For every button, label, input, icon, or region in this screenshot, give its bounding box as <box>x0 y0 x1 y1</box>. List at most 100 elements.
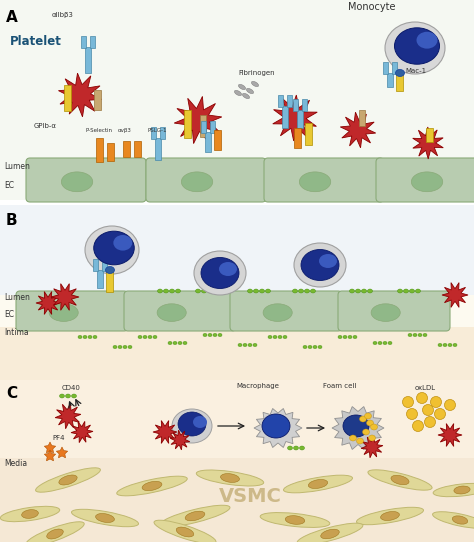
Ellipse shape <box>293 446 299 450</box>
Ellipse shape <box>445 399 456 410</box>
Ellipse shape <box>235 91 242 95</box>
Bar <box>107 270 113 292</box>
Ellipse shape <box>93 335 97 339</box>
Ellipse shape <box>303 345 307 349</box>
Bar <box>359 110 365 126</box>
Ellipse shape <box>65 394 71 398</box>
Ellipse shape <box>417 32 438 49</box>
Polygon shape <box>51 283 79 311</box>
Ellipse shape <box>72 394 76 398</box>
Bar <box>90 36 95 48</box>
Polygon shape <box>361 436 383 458</box>
Ellipse shape <box>106 267 115 274</box>
Ellipse shape <box>391 475 409 485</box>
Text: Mac-1: Mac-1 <box>405 68 426 74</box>
Ellipse shape <box>410 289 414 293</box>
Ellipse shape <box>381 512 400 520</box>
Polygon shape <box>44 450 56 461</box>
Ellipse shape <box>117 476 187 496</box>
Ellipse shape <box>283 335 287 339</box>
Ellipse shape <box>299 289 303 293</box>
Ellipse shape <box>356 507 423 525</box>
Ellipse shape <box>356 438 364 444</box>
Ellipse shape <box>185 511 205 521</box>
Bar <box>278 95 283 107</box>
Ellipse shape <box>385 22 445 74</box>
Ellipse shape <box>143 335 147 339</box>
Ellipse shape <box>338 335 342 339</box>
Ellipse shape <box>194 251 246 295</box>
Ellipse shape <box>319 254 337 268</box>
Ellipse shape <box>157 304 186 321</box>
Text: EC: EC <box>4 181 14 190</box>
Ellipse shape <box>416 289 420 293</box>
Bar <box>0 458 474 542</box>
Bar <box>201 121 206 133</box>
Bar <box>94 90 101 110</box>
Text: A: A <box>6 10 18 25</box>
Text: Foam cell: Foam cell <box>323 383 357 389</box>
Bar <box>97 138 103 162</box>
Ellipse shape <box>248 344 252 346</box>
Bar <box>387 73 393 87</box>
Ellipse shape <box>238 85 246 89</box>
Ellipse shape <box>72 509 138 527</box>
Bar <box>81 36 86 48</box>
Ellipse shape <box>154 520 216 542</box>
Ellipse shape <box>371 304 400 321</box>
Bar <box>155 138 161 160</box>
Ellipse shape <box>218 333 222 337</box>
Ellipse shape <box>193 416 207 428</box>
Bar <box>287 95 292 107</box>
Bar <box>108 143 115 161</box>
Ellipse shape <box>195 289 201 293</box>
Ellipse shape <box>219 262 237 276</box>
Polygon shape <box>273 95 317 141</box>
Bar <box>392 62 397 74</box>
Ellipse shape <box>408 333 412 337</box>
Ellipse shape <box>173 341 177 345</box>
Ellipse shape <box>394 28 439 64</box>
Bar <box>427 128 434 142</box>
Bar <box>210 121 215 133</box>
Ellipse shape <box>368 470 432 490</box>
Polygon shape <box>55 403 81 429</box>
Bar <box>184 110 191 138</box>
Polygon shape <box>438 424 462 447</box>
Ellipse shape <box>412 421 423 431</box>
Ellipse shape <box>213 333 217 337</box>
Bar <box>0 0 474 200</box>
Ellipse shape <box>259 289 264 293</box>
Ellipse shape <box>411 172 443 192</box>
Text: B: B <box>6 213 18 228</box>
Ellipse shape <box>413 333 417 337</box>
Ellipse shape <box>300 172 331 192</box>
FancyBboxPatch shape <box>16 291 128 331</box>
Bar <box>124 141 130 157</box>
Ellipse shape <box>423 333 427 337</box>
Ellipse shape <box>378 341 382 345</box>
Ellipse shape <box>433 483 474 496</box>
Ellipse shape <box>300 446 304 450</box>
Ellipse shape <box>313 345 317 349</box>
Ellipse shape <box>157 289 163 293</box>
Ellipse shape <box>433 512 474 528</box>
Ellipse shape <box>153 335 157 339</box>
Ellipse shape <box>168 341 172 345</box>
Ellipse shape <box>452 516 468 524</box>
Ellipse shape <box>438 344 442 346</box>
Ellipse shape <box>148 335 152 339</box>
Ellipse shape <box>208 289 212 293</box>
Ellipse shape <box>443 344 447 346</box>
Ellipse shape <box>348 335 352 339</box>
Ellipse shape <box>368 435 375 441</box>
Bar <box>297 110 303 128</box>
Ellipse shape <box>251 81 259 87</box>
Text: oxLDL: oxLDL <box>415 385 436 391</box>
Ellipse shape <box>418 333 422 337</box>
Polygon shape <box>58 73 101 117</box>
Ellipse shape <box>254 289 258 293</box>
Bar <box>293 99 298 111</box>
Ellipse shape <box>318 345 322 349</box>
FancyBboxPatch shape <box>230 291 342 331</box>
